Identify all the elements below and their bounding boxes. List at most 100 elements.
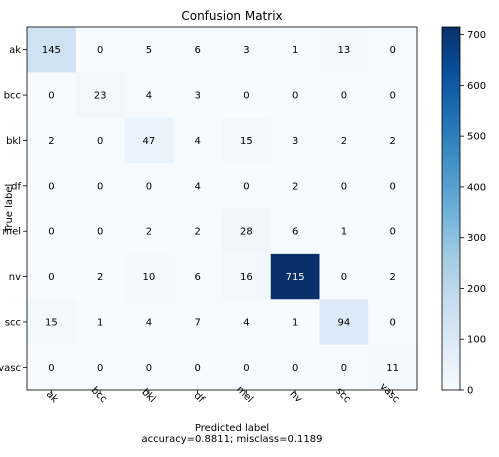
cell-value-label: 2 <box>97 272 103 283</box>
heatmap-cell <box>75 117 125 164</box>
cell-value-label: 2 <box>389 136 395 147</box>
x-axis-label: Predicted label <box>195 423 269 434</box>
cell-value-label: 4 <box>146 317 152 328</box>
cell-value-label: 23 <box>94 91 107 102</box>
cell-value-label: 0 <box>243 363 249 374</box>
heatmap-cell <box>173 299 223 346</box>
cell-value-label: 0 <box>97 45 103 56</box>
colorbar-tick-label: 500 <box>467 132 486 143</box>
cell-value-label: 0 <box>97 181 103 192</box>
cell-value-label: 0 <box>389 91 395 102</box>
cell-value-label: 2 <box>389 272 395 283</box>
heatmap-cell <box>319 299 369 346</box>
heatmap-cell <box>124 253 174 300</box>
heatmap-cell <box>222 117 272 164</box>
cell-value-label: 0 <box>389 45 395 56</box>
heatmap-cell <box>27 208 77 255</box>
heatmap-cell <box>368 253 418 300</box>
cell-value-label: 0 <box>341 272 347 283</box>
heatmap-cell <box>222 344 272 391</box>
y-axis-ticks: ak bcc bkl df mel nv scc vasc <box>0 45 27 374</box>
heatmap-cell <box>75 299 125 346</box>
accuracy-footer: accuracy=0.8811; misclass=0.1189 <box>142 434 323 445</box>
heatmap-cell <box>173 208 223 255</box>
heatmap-cell <box>75 163 125 209</box>
heatmap-cell <box>124 344 174 391</box>
cell-value-label: 0 <box>389 227 395 238</box>
cell-value-label: 13 <box>338 45 351 56</box>
heatmap-cell <box>368 299 418 346</box>
cell-value-label: 1 <box>97 317 103 328</box>
heatmap-cell <box>270 163 320 209</box>
heatmap-cell <box>27 72 77 119</box>
heatmap-cell <box>222 208 272 255</box>
heatmap-cell <box>27 299 77 346</box>
cell-value-label: 4 <box>146 91 152 102</box>
cell-value-label: 2 <box>292 181 298 192</box>
heatmap-cell <box>270 253 320 300</box>
cell-value-label: 0 <box>341 91 347 102</box>
cell-value-label: 6 <box>194 45 200 56</box>
heatmap-cell <box>222 299 272 346</box>
cell-value-label: 0 <box>389 181 395 192</box>
heatmap-cell <box>270 208 320 255</box>
cell-value-label: 1 <box>292 45 298 56</box>
colorbar-ticks: 0 100 200 300 400 500 600 700 <box>460 30 486 397</box>
cell-value-label: 0 <box>243 91 249 102</box>
cell-value-label: 0 <box>389 317 395 328</box>
cell-value-label: 11 <box>386 363 399 374</box>
cell-value-label: 0 <box>97 227 103 238</box>
heatmap-cell <box>27 117 77 164</box>
cell-value-label: 6 <box>194 272 200 283</box>
heatmap-cell <box>319 117 369 164</box>
chart-title: Confusion Matrix <box>181 9 282 23</box>
cell-value-label: 4 <box>194 136 200 147</box>
cell-value-label: 0 <box>97 363 103 374</box>
cell-value-label: 0 <box>97 136 103 147</box>
heatmap-cell <box>173 344 223 391</box>
cell-value-label: 2 <box>48 136 54 147</box>
colorbar-tick-label: 300 <box>467 233 486 244</box>
heatmap-cell <box>319 344 369 391</box>
heatmap-cell <box>368 27 418 73</box>
heatmap-cell <box>124 299 174 346</box>
heatmap-cell <box>124 72 174 119</box>
cell-value-label: 10 <box>143 272 156 283</box>
cell-value-label: 3 <box>243 45 249 56</box>
cell-value-label: 2 <box>341 136 347 147</box>
heatmap-cell <box>173 163 223 209</box>
heatmap-cell <box>368 344 418 391</box>
heatmap-cell <box>173 72 223 119</box>
heatmap-cell <box>222 27 272 73</box>
cell-value-label: 15 <box>45 317 58 328</box>
colorbar-tick-label: 0 <box>467 386 473 397</box>
cell-value-label: 1 <box>292 317 298 328</box>
cell-value-label: 0 <box>48 227 54 238</box>
y-tick-label: bcc <box>4 91 21 102</box>
heatmap-cell <box>124 117 174 164</box>
cell-value-label: 4 <box>243 317 249 328</box>
heatmap-cell <box>270 299 320 346</box>
y-tick-label: nv <box>9 272 21 283</box>
heatmap-cell <box>368 72 418 119</box>
x-tick-label: nv <box>287 389 304 406</box>
colorbar-tick-label: 700 <box>467 30 486 41</box>
heatmap-cell <box>124 208 174 255</box>
cell-value-label: 0 <box>48 181 54 192</box>
cell-value-label: 3 <box>194 91 200 102</box>
plot-frame <box>26 26 418 391</box>
cell-value-label: 2 <box>146 227 152 238</box>
y-tick-label: bkl <box>6 136 21 147</box>
y-axis-label: True label <box>4 184 15 234</box>
cell-value-label: 16 <box>240 272 253 283</box>
heatmap-cell <box>173 117 223 164</box>
cell-value-label: 47 <box>143 136 156 147</box>
heatmap-cell-labels: 145 0 5 6 3 1 13 00 23 4 3 0 0 0 02 0 47 4 15 3 2 20 0 0 4 0 2 0 00 0… <box>42 45 399 374</box>
heatmap-cell <box>27 253 77 300</box>
cell-value-label: 6 <box>292 227 298 238</box>
heatmap-cell <box>319 163 369 209</box>
heatmap-cell <box>75 27 125 73</box>
heatmap-cell <box>124 27 174 73</box>
cell-value-label: 94 <box>338 317 351 328</box>
